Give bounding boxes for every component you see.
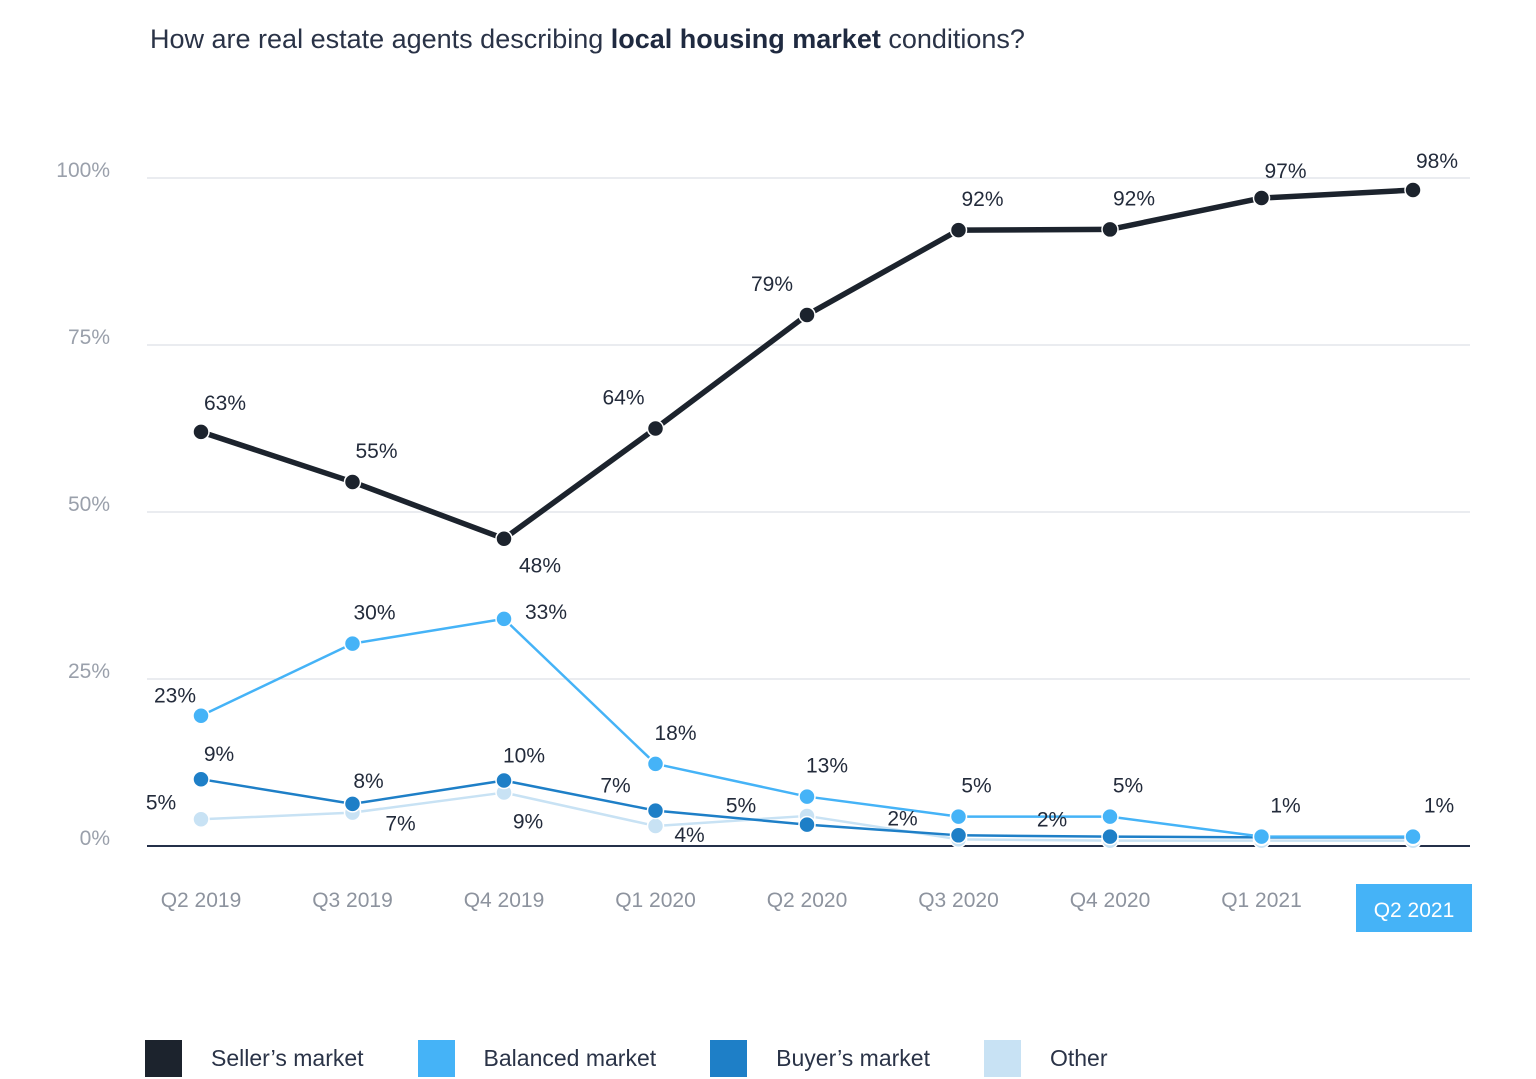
title-suffix: conditions? [880,24,1025,54]
y-tick-label: 50% [68,493,110,516]
data-point [192,706,210,725]
legend: Seller’s market Balanced market Buyer’s ma… [145,1040,1161,1077]
x-tick-label: Q3 2020 [918,889,999,912]
data-label: 92% [961,188,1003,211]
data-label: 2% [887,807,917,830]
data-label: 30% [353,602,395,625]
data-point [1404,181,1422,199]
data-label: 1% [1270,795,1300,818]
data-point [646,755,665,773]
y-tick-label: 75% [68,326,110,349]
data-label: 7% [385,813,415,836]
data-point [495,529,513,548]
data-label: 33% [525,601,567,624]
data-point [646,817,665,835]
x-tick-label: Q3 2019 [312,889,393,912]
x-tick-label: Q1 2020 [615,889,696,912]
legend-label: Other [1049,1045,1108,1071]
data-point [646,419,665,438]
legend-item: Buyer’s market [710,1040,930,1077]
chart-title: How are real estate agents describing lo… [150,24,1025,55]
data-label: 79% [751,273,793,296]
data-point [949,807,968,826]
data-label: 63% [204,392,246,415]
data-point [1404,827,1422,846]
x-tick-label: Q4 2019 [464,889,545,912]
data-point [646,801,665,820]
data-point [798,815,816,834]
data-label: 92% [1113,187,1155,210]
data-label: 5% [726,795,756,818]
x-tick-label: Q2 2021 [1374,899,1455,922]
y-tick-label: 25% [68,660,110,683]
data-label: 5% [961,775,991,798]
data-point [1252,189,1271,207]
line-chart: 0% 25% 50% 75% 100% Q2 2019 Q3 2019 Q4 2019 Q1 … [56,150,1472,932]
x-tick-label: Q2 2019 [161,889,242,912]
y-tick-label: 100% [56,159,110,182]
data-label: 23% [154,685,196,708]
data-label: 13% [806,755,848,778]
legend-label: Seller’s market [211,1045,364,1071]
legend-label: Balanced market [483,1045,657,1071]
data-label: 7% [600,775,630,798]
legend-swatch [145,1040,182,1077]
x-tick-label: Q4 2020 [1070,889,1151,912]
y-tick-label: 0% [80,827,110,850]
legend-label: Buyer’s market [776,1045,930,1071]
data-point [949,826,968,845]
x-tick-label: Q1 2021 [1221,889,1302,912]
series-line [198,187,1416,542]
legend-swatch [417,1040,455,1077]
data-point [1252,827,1271,846]
data-label: 97% [1264,160,1306,183]
legend-item: Other [983,1040,1108,1077]
x-tick-label: Q2 2020 [767,889,848,912]
data-point [343,473,362,491]
data-label: 9% [513,811,543,834]
data-point [192,423,210,441]
legend-swatch [983,1040,1021,1077]
data-label: 2% [1037,809,1067,832]
data-point [495,610,513,628]
data-point [949,221,968,239]
legend-swatch [710,1040,748,1077]
data-point [1101,827,1119,846]
data-label: 10% [503,745,545,768]
legend-item: Balanced market [417,1040,657,1077]
data-label: 98% [1416,150,1458,173]
y-axis: 0% 25% 50% 75% 100% [56,159,110,850]
legend-item: Seller’s market [145,1040,364,1077]
data-label: 4% [674,824,704,847]
data-label: 55% [355,440,397,463]
data-point [192,810,210,829]
data-point [192,770,210,788]
data-point [1101,807,1119,826]
data-labels: 63% 55% 48% 64% 79% 92% 92% 97% 98% 23% 30% 33% 18% 1… [146,150,1458,847]
grid-lines [147,177,1470,847]
data-point [798,306,816,324]
data-label: 5% [146,791,176,814]
data-label: 5% [1113,775,1143,798]
data-label: 1% [1424,795,1454,818]
data-point [495,771,513,790]
x-tick-highlight [1356,884,1472,932]
x-axis: Q2 2019 Q3 2019 Q4 2019 Q1 2020 Q2 2020 Q3 20… [161,884,1472,932]
data-point [343,795,362,813]
data-label: 48% [519,555,561,578]
title-bold: local housing market [610,24,881,54]
series-group [192,181,1422,850]
title-prefix: How are real estate agents describing [150,24,611,54]
data-point [343,634,362,653]
data-label: 18% [654,722,696,745]
data-point [798,787,816,806]
data-point [1101,220,1119,239]
data-label: 64% [602,387,644,410]
data-label: 8% [353,770,383,793]
data-label: 9% [204,743,234,766]
